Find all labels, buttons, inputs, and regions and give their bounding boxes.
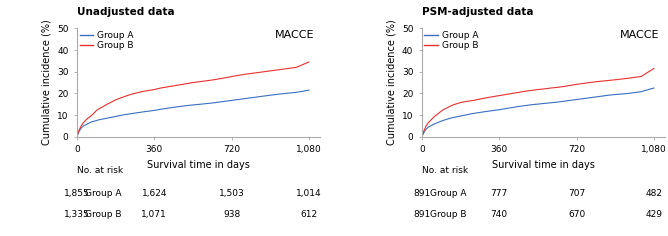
Text: 777: 777 (490, 189, 508, 198)
Text: 1,014: 1,014 (296, 189, 322, 198)
Legend: Group A, Group B: Group A, Group B (79, 30, 134, 51)
Text: 429: 429 (645, 210, 663, 219)
Text: 891: 891 (413, 189, 430, 198)
Text: 1,503: 1,503 (218, 189, 244, 198)
Y-axis label: Cumulative incidence (%): Cumulative incidence (%) (386, 20, 396, 145)
Text: No. at risk: No. at risk (77, 166, 123, 175)
Text: 1,624: 1,624 (142, 189, 167, 198)
Text: PSM-adjusted data: PSM-adjusted data (422, 7, 533, 17)
Text: 670: 670 (568, 210, 585, 219)
Legend: Group A, Group B: Group A, Group B (424, 30, 479, 51)
Text: Group A: Group A (85, 189, 122, 198)
Y-axis label: Cumulative incidence (%): Cumulative incidence (%) (41, 20, 51, 145)
Text: 1,855: 1,855 (64, 189, 90, 198)
Text: 1,071: 1,071 (142, 210, 167, 219)
Text: 740: 740 (490, 210, 508, 219)
Text: 938: 938 (223, 210, 240, 219)
Text: MACCE: MACCE (275, 30, 315, 41)
Text: Group A: Group A (430, 189, 466, 198)
Text: 891: 891 (413, 210, 430, 219)
Text: Group B: Group B (430, 210, 466, 219)
Text: Group B: Group B (85, 210, 122, 219)
X-axis label: Survival time in days: Survival time in days (147, 160, 250, 170)
Text: Unadjusted data: Unadjusted data (77, 7, 174, 17)
Text: MACCE: MACCE (621, 30, 660, 41)
Text: 482: 482 (645, 189, 663, 198)
Text: 612: 612 (301, 210, 317, 219)
Text: No. at risk: No. at risk (422, 166, 468, 175)
Text: 1,335: 1,335 (64, 210, 90, 219)
X-axis label: Survival time in days: Survival time in days (492, 160, 595, 170)
Text: 707: 707 (568, 189, 585, 198)
